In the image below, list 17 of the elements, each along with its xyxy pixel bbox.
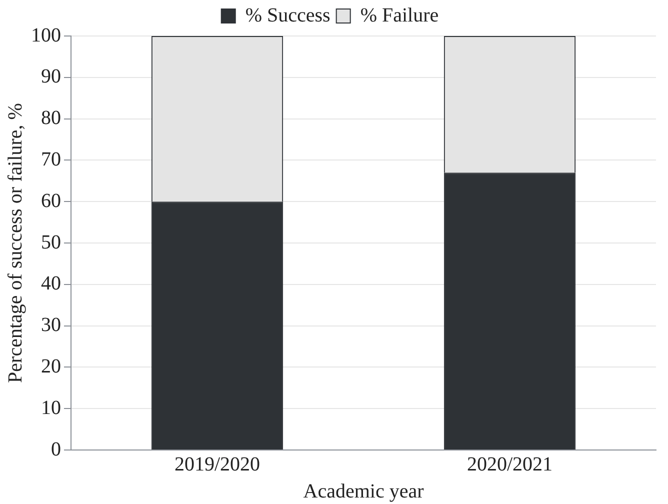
y-tick-label: 100 bbox=[31, 24, 61, 46]
y-axis-title: Percentage of success or failure, % bbox=[4, 103, 26, 383]
y-tick-label: 20 bbox=[41, 355, 61, 378]
y-tick-label: 80 bbox=[41, 107, 61, 130]
y-tick-label: 60 bbox=[41, 190, 61, 212]
y-tick-label: 40 bbox=[41, 272, 61, 295]
y-tick-label: 0 bbox=[51, 438, 61, 460]
x-axis-title: Academic year bbox=[303, 480, 424, 502]
legend-label: % Success bbox=[245, 4, 331, 26]
y-tick-label: 70 bbox=[41, 148, 61, 170]
y-tick-label: 10 bbox=[41, 396, 61, 419]
y-tick-label: 90 bbox=[41, 66, 61, 88]
y-tick-label: 30 bbox=[41, 314, 61, 336]
y-tick-label: 50 bbox=[41, 231, 61, 254]
legend-label: % Failure bbox=[360, 4, 439, 26]
x-tick-label: 2019/2020 bbox=[174, 453, 260, 476]
x-tick-label: 2020/2021 bbox=[466, 453, 553, 476]
